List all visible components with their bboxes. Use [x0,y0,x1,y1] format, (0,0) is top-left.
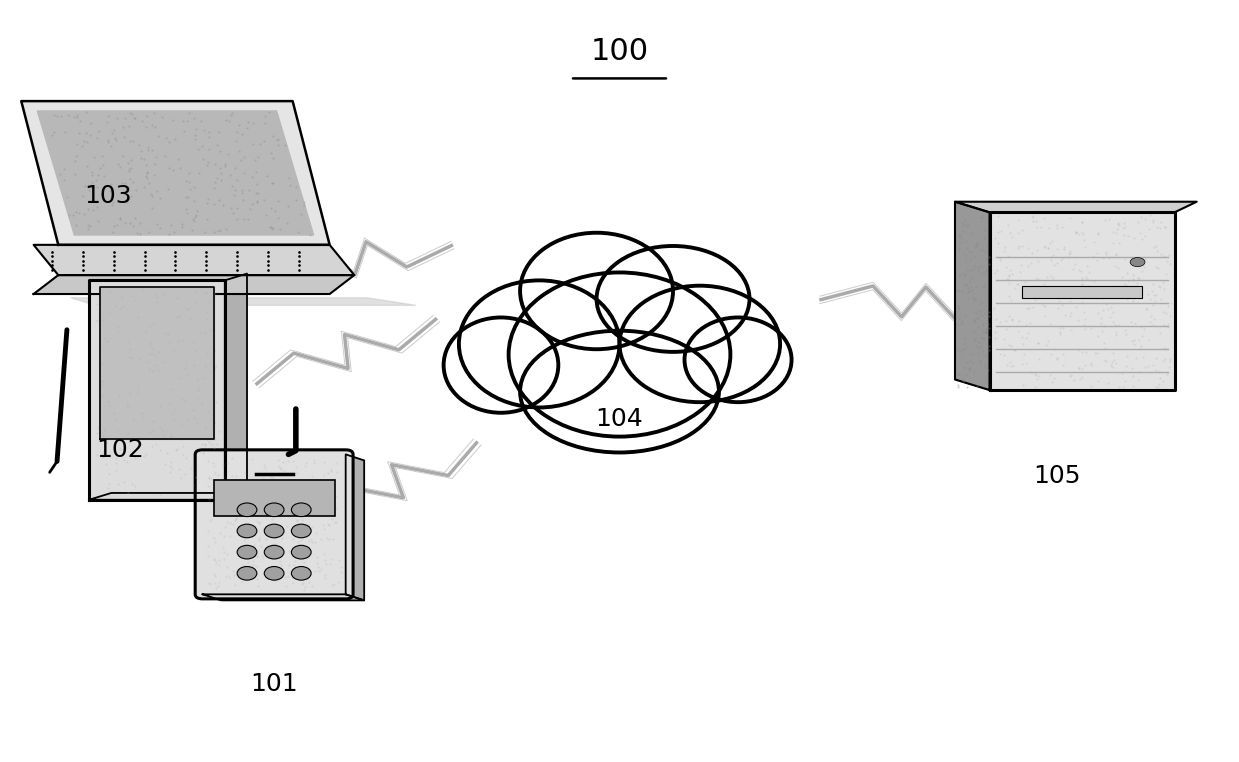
Circle shape [1130,258,1145,267]
Polygon shape [33,245,354,275]
Ellipse shape [237,524,256,538]
Ellipse shape [264,546,284,559]
Polygon shape [955,202,990,390]
Ellipse shape [291,546,311,559]
Ellipse shape [237,546,256,559]
FancyBboxPatch shape [213,479,335,516]
Polygon shape [203,594,364,600]
FancyBboxPatch shape [196,450,353,599]
Text: 100: 100 [591,37,648,66]
Polygon shape [100,287,213,440]
Ellipse shape [291,503,311,517]
Polygon shape [89,493,247,500]
Polygon shape [71,298,416,306]
Polygon shape [37,111,313,235]
Ellipse shape [264,503,284,517]
Bar [1022,286,1142,298]
Text: 102: 102 [97,437,144,462]
Polygon shape [21,101,330,245]
Text: 101: 101 [250,672,297,696]
Polygon shape [89,280,224,500]
Polygon shape [33,275,354,294]
Polygon shape [346,454,364,600]
Text: 104: 104 [596,408,643,431]
Polygon shape [955,202,1197,213]
Text: 103: 103 [84,184,131,208]
Text: 105: 105 [1033,464,1082,488]
Ellipse shape [237,566,256,580]
Ellipse shape [237,503,256,517]
Ellipse shape [291,566,311,580]
Ellipse shape [264,566,284,580]
Ellipse shape [264,524,284,538]
Ellipse shape [291,524,311,538]
Polygon shape [224,274,247,500]
Polygon shape [990,213,1175,390]
